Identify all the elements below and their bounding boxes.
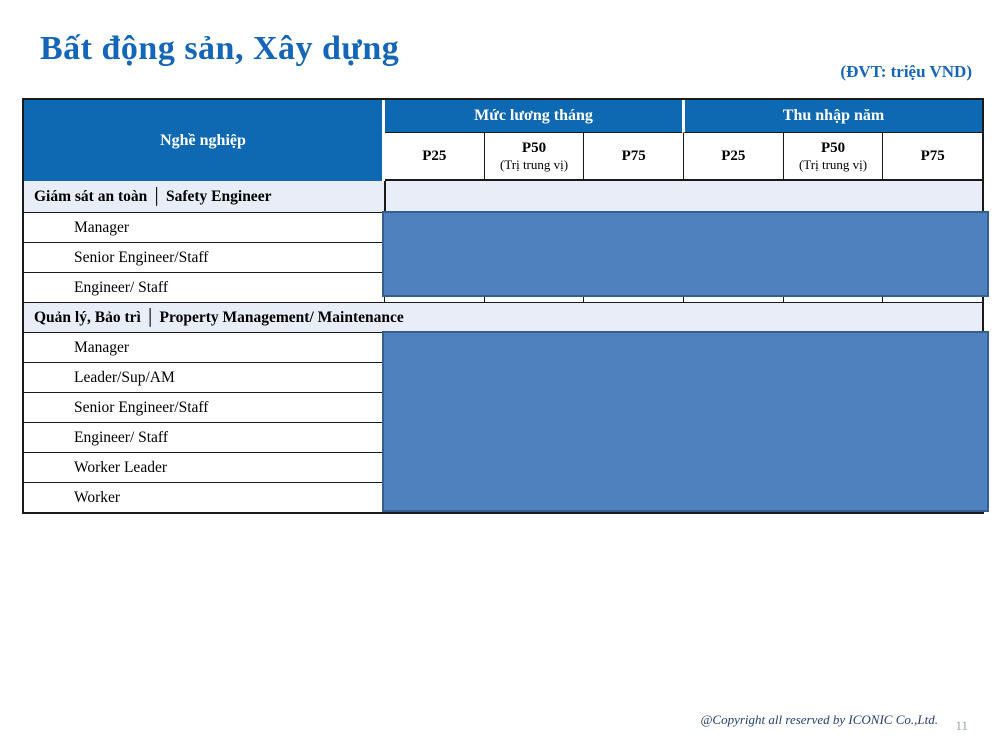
- section-header-safety-engineer: Giám sát an toàn │ Safety Engineer: [24, 181, 982, 212]
- data-mask-overlay-safety: [382, 211, 989, 297]
- column-subheader-row: P25 P50 (Trị trung vị) P75 P25 P50 (Trị: [385, 133, 983, 181]
- row-label: Senior Engineer/Staff: [24, 243, 385, 272]
- section-label: Quản lý, Bảo trì │ Property Management/ …: [34, 308, 404, 326]
- page-number: 11: [955, 718, 968, 733]
- p25-label: P25: [422, 147, 447, 164]
- page-title: Bất động sản, Xây dựng: [40, 30, 400, 67]
- row-label: Leader/Sup/AM: [24, 363, 385, 392]
- unit-note: (ĐVT: triệu VND): [840, 62, 972, 81]
- row-label: Senior Engineer/Staff: [24, 393, 385, 422]
- p75-label: P75: [920, 147, 945, 164]
- row-label: Manager: [24, 213, 385, 242]
- p75-label: P75: [621, 147, 646, 164]
- section-header-spacer: [385, 181, 982, 212]
- section-header-property-management: Quản lý, Bảo trì │ Property Management/ …: [24, 302, 982, 332]
- copyright-notice: @Copyright all reserved by ICONIC Co.,Lt…: [700, 712, 938, 727]
- column-header-p50-year: P50 (Trị trung vị): [782, 133, 883, 181]
- row-label: Engineer/ Staff: [24, 273, 385, 302]
- column-header-p25-month: P25: [385, 133, 484, 181]
- p50-median-note: (Trị trung vị): [499, 157, 569, 173]
- section-label: Giám sát an toàn │ Safety Engineer: [24, 181, 385, 212]
- table-header-right: Mức lương tháng Thu nhập năm P25 P50 (Tr…: [385, 100, 983, 181]
- row-label: Worker Leader: [24, 453, 385, 482]
- column-header-p75-year: P75: [882, 133, 983, 181]
- data-mask-overlay-property: [382, 331, 989, 512]
- column-header-p50-month: P50 (Trị trung vị): [483, 133, 584, 181]
- column-header-occupation: Nghề nghiệp: [24, 100, 385, 181]
- spacer-cell: [385, 181, 982, 212]
- row-label: Manager: [24, 333, 385, 362]
- row-label: Engineer/ Staff: [24, 423, 385, 452]
- column-group-row: Mức lương tháng Thu nhập năm: [385, 100, 982, 133]
- p50-label: P50: [521, 139, 547, 156]
- p50-label: P50: [820, 139, 846, 156]
- column-group-monthly-salary: Mức lương tháng: [385, 100, 682, 133]
- column-header-p75-month: P75: [583, 133, 684, 181]
- column-header-p25-year: P25: [683, 133, 783, 181]
- row-label: Worker: [24, 483, 385, 512]
- p25-label: P25: [721, 147, 746, 164]
- column-group-annual-income: Thu nhập năm: [682, 100, 982, 133]
- p50-median-note: (Trị trung vị): [798, 157, 868, 173]
- table-header: Nghề nghiệp Mức lương tháng Thu nhập năm…: [24, 100, 983, 181]
